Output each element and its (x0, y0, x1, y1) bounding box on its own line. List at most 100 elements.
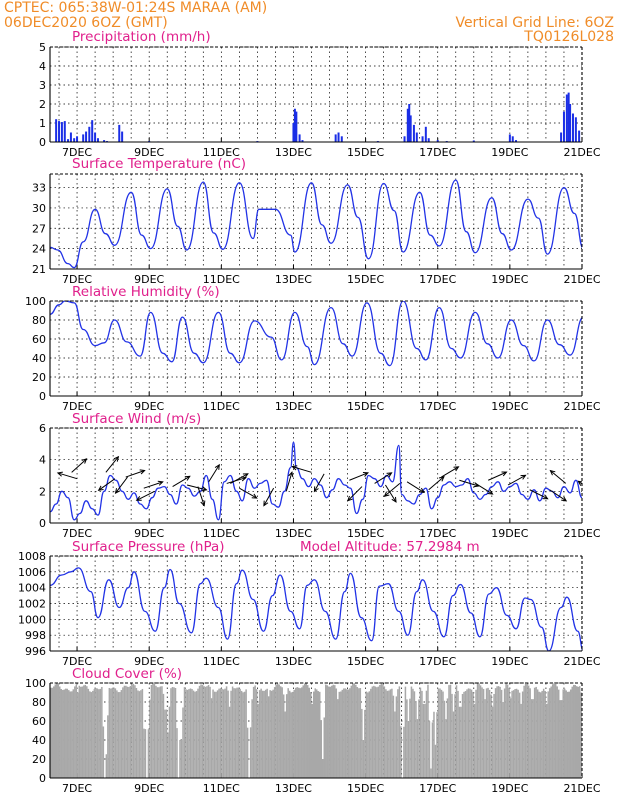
wind-vector-head (383, 491, 390, 497)
cloud-bar (320, 720, 323, 778)
cloud-bar (158, 687, 160, 778)
cloud-bar (156, 687, 159, 778)
rh-xtick-label: 21DEC (563, 400, 600, 413)
cloud-bar (367, 692, 369, 778)
precip-bar (562, 111, 565, 142)
cloud-bar (308, 687, 310, 778)
wind-vector-shaft (347, 486, 363, 502)
wind-vector-shaft (263, 487, 275, 506)
cloud-bar (448, 685, 450, 778)
cloud-bar (470, 689, 473, 778)
wind-xtick-label: 15DEC (347, 527, 384, 540)
wind-vector-shaft (374, 472, 392, 484)
rh-ytick-label: 0 (39, 390, 46, 403)
wind-vector-head (438, 475, 445, 482)
cloud-bar (496, 686, 498, 778)
cloud-bar (237, 687, 240, 778)
wind-vector-head (56, 471, 63, 477)
cloud-bar (93, 689, 96, 778)
wind-vector-head (200, 500, 206, 507)
cloud-bar (326, 685, 329, 778)
cloud-bar (122, 687, 124, 778)
precip-bar (63, 121, 66, 142)
rh-xtick-label: 11DEC (203, 400, 240, 413)
cloud-bar (278, 684, 280, 778)
cloud-bar (117, 692, 120, 778)
cloud-bar (458, 706, 461, 778)
cloud-bar (563, 688, 566, 778)
wind-vector-head (453, 466, 460, 472)
precip-bar (472, 140, 475, 142)
cloud-bar (445, 719, 447, 778)
cloud-bar (460, 706, 462, 778)
wind-title: Surface Wind (m/s) (72, 411, 201, 427)
cloud-bar (469, 688, 471, 778)
cloud-bar (116, 690, 118, 778)
pres-xtick-label: 19DEC (491, 655, 528, 668)
precip-bar (424, 126, 427, 142)
cloud-bar (554, 683, 557, 778)
cloud-bar (481, 687, 483, 778)
cloud-series (50, 683, 582, 778)
cloud-bar (515, 688, 518, 778)
cloud-bar (473, 703, 476, 778)
wind-vector-shaft (385, 484, 397, 503)
precip-ytick-label: 3 (39, 79, 46, 92)
cloud-xtick-label: 11DEC (203, 782, 240, 795)
wind-vector-shaft (239, 487, 257, 499)
wind-vector-shaft (441, 466, 459, 478)
temp-ytick-label: 21 (32, 263, 46, 276)
precip-bar (406, 108, 409, 142)
cloud-bar (532, 699, 534, 778)
cloud-bar (311, 703, 313, 778)
wind-vector-head (288, 471, 294, 478)
cloud-bar (126, 686, 129, 778)
cloud-bar (524, 683, 527, 778)
cloud-bar (548, 688, 551, 778)
cloud-bar (228, 706, 231, 778)
precip-bar (508, 134, 511, 142)
cloud-bar (379, 684, 381, 778)
precip-ytick-label: 5 (39, 41, 46, 54)
cloud-bar (502, 702, 504, 778)
cloud-bar (419, 687, 422, 778)
cloud-bar (243, 691, 246, 778)
wind-vector-head (347, 495, 353, 502)
cloud-bar (352, 683, 354, 778)
cloud-bar (197, 688, 199, 778)
cloud-bar (361, 708, 363, 778)
cloud-bar (349, 688, 351, 778)
wind-xtick-label: 7DEC (62, 527, 92, 540)
precip-bar (412, 124, 415, 142)
precip-bar (415, 132, 418, 142)
cloud-bar (92, 690, 94, 778)
pres-ytick-label: 1008 (18, 550, 46, 563)
cloud-bar (404, 686, 407, 778)
precip-xtick-label: 7DEC (62, 146, 92, 159)
cloud-bar (84, 684, 87, 778)
cloud-bar (314, 688, 316, 778)
temp-ytick-label: 27 (32, 222, 46, 235)
cloud-bar (213, 691, 216, 778)
precip-bar (578, 130, 581, 142)
cloud-bar (276, 683, 279, 778)
wind-xtick-label: 9DEC (134, 527, 164, 540)
rh-xtick-label: 19DEC (491, 400, 528, 413)
cloud-bar (155, 685, 157, 778)
cloud-bar (410, 686, 413, 778)
wind-vector-head (81, 458, 88, 464)
wind-vector-head (184, 475, 191, 481)
cloud-bar (461, 693, 464, 778)
precip-ytick-label: 2 (39, 98, 46, 111)
rh-plot: 0 20 40 60 80 100 7DEC 9DEC 11DEC 13DEC 15DEC 17DEC… (25, 295, 601, 413)
cloud-bar (89, 691, 91, 778)
rh-xtick-label: 7DEC (62, 400, 92, 413)
rh-ytick-label: 40 (32, 352, 46, 365)
precip-bar (69, 132, 72, 142)
cloud-xtick-label: 9DEC (134, 782, 164, 795)
cloud-bar (488, 689, 491, 778)
cloud-bar (380, 683, 383, 778)
cloud-bar (287, 688, 289, 778)
precip-bar (103, 140, 106, 142)
temp-xtick-label: 7DEC (62, 273, 92, 286)
